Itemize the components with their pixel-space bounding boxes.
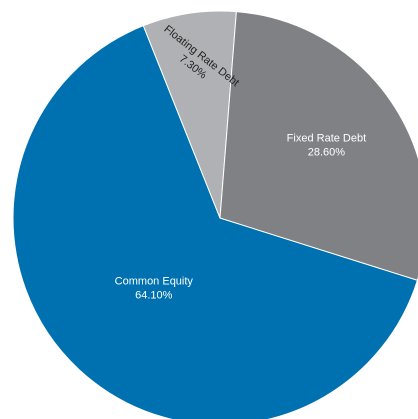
slice-name-label-common-equity: Common Equity xyxy=(115,275,194,287)
slice-value-label-common-equity: 64.10% xyxy=(135,289,173,301)
slice-name-label-fixed-rate-debt: Fixed Rate Debt xyxy=(287,132,366,144)
slices-layer xyxy=(12,10,418,419)
slice-value-label-fixed-rate-debt: 28.60% xyxy=(308,146,346,158)
pie-slice-common-equity xyxy=(12,25,418,419)
slice-label-group-common-equity: Common Equity 64.10% xyxy=(115,275,194,301)
pie-slice-fixed-rate-debt xyxy=(219,11,418,281)
slice-label-group-fixed-rate-debt: Fixed Rate Debt 28.60% xyxy=(287,132,366,158)
